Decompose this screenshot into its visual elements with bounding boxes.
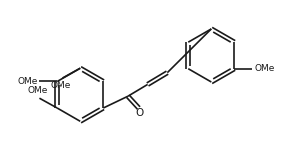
Text: OMe: OMe — [17, 77, 37, 86]
Text: O: O — [136, 108, 144, 118]
Text: OMe: OMe — [27, 86, 48, 95]
Text: OMe: OMe — [50, 81, 71, 90]
Text: OMe: OMe — [254, 64, 275, 73]
